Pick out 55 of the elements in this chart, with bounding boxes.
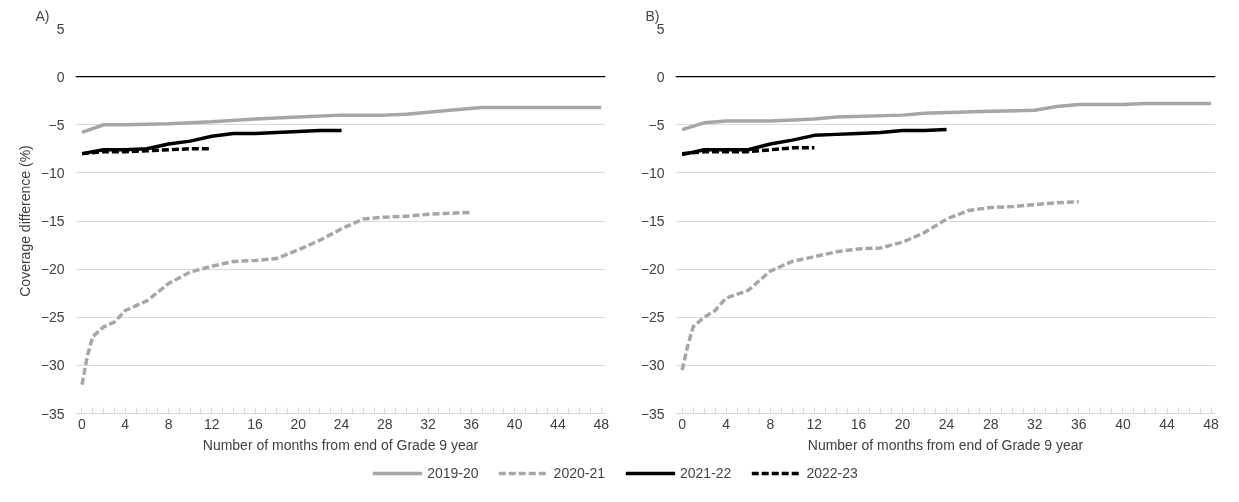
legend-label: 2022-23 [806,464,858,481]
chart-title: A) [35,7,50,24]
y-tick-label: −10 [40,164,65,181]
y-tick-label: −30 [40,357,65,374]
legend-label: 2019-20 [427,464,479,481]
x-tick-label: 32 [1026,415,1043,432]
x-tick-label: 8 [766,415,775,432]
legend-label: 2020-21 [553,464,605,481]
y-tick-label: −15 [640,213,665,229]
x-tick-label: 16 [850,415,867,432]
x-tick-label: 28 [982,415,999,432]
x-tick-label: 16 [247,415,264,432]
x-tick-label: 8 [164,415,173,432]
y-axis-title: Coverage difference (%) [16,145,33,297]
y-tick-label: 5 [56,20,65,37]
x-tick-label: 36 [463,415,480,432]
chart-title: B) [645,7,660,24]
y-tick-label: −5 [648,116,665,133]
x-tick-label: 24 [333,415,350,432]
x-tick-label: 0 [678,415,687,432]
x-axis-title: Number of months from end of Grade 9 year [807,436,1084,453]
y-tick-label: −15 [40,213,65,229]
x-tick-label: 40 [506,415,523,432]
y-tick-label: −20 [640,261,665,278]
x-tick-label: 20 [290,415,307,432]
y-tick-label: −35 [40,405,65,422]
y-tick-label: −25 [40,309,65,326]
y-tick-label: −10 [640,164,665,181]
x-tick-label: 40 [1115,415,1131,432]
y-tick-label: −20 [40,261,65,278]
x-tick-label: 20 [894,415,911,432]
y-tick-label: −35 [640,405,665,422]
x-tick-label: 36 [1071,415,1087,432]
x-axis-title: Number of months from end of Grade 9 year [202,436,479,453]
x-tick-label: 48 [1203,415,1220,432]
x-tick-label: 28 [377,415,393,432]
line-series [680,101,1213,132]
x-tick-label: 44 [1159,415,1176,432]
x-tick-label: 24 [938,415,955,432]
y-tick-label: −30 [640,357,665,374]
x-tick-label: 48 [593,415,610,432]
x-tick-label: 4 [121,415,130,432]
y-tick-label: −5 [48,116,65,133]
y-tick-label: 0 [656,68,665,85]
x-tick-label: 32 [420,415,437,432]
legend-label: 2021-22 [680,464,732,481]
line-series [680,200,1081,372]
x-tick-label: 12 [806,415,823,432]
x-tick-label: 44 [550,415,566,432]
x-tick-label: 0 [78,415,87,432]
x-tick-label: 4 [722,415,731,432]
x-tick-label: 12 [204,415,220,432]
y-tick-label: −25 [640,309,665,326]
line-series [80,105,603,135]
y-tick-label: 0 [56,68,65,85]
